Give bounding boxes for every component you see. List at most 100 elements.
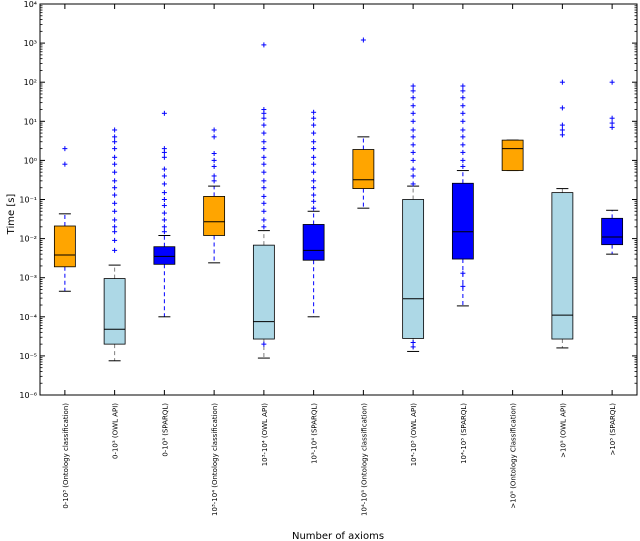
outlier-point [410, 118, 416, 124]
x-category-label: 10⁴-10⁵ (Ontology classification) [360, 403, 368, 516]
x-category-label: 0-10³ (Ontology classification) [62, 403, 70, 509]
x-category-label: >10⁵ (OWL API) [559, 403, 567, 458]
y-tick-label: 10⁻² [19, 235, 37, 244]
box-body [153, 246, 176, 265]
outlier-point [460, 118, 466, 124]
outlier-point [460, 88, 466, 94]
outlier-point [112, 208, 118, 214]
outlier-point [410, 110, 416, 116]
y-tick-label: 10⁻⁴ [19, 313, 37, 322]
outlier-point [460, 283, 466, 289]
outlier-point [460, 110, 466, 116]
outlier-point [161, 217, 167, 223]
outlier-point [410, 166, 416, 172]
outlier-point [261, 107, 267, 113]
outlier-point [112, 185, 118, 191]
outlier-point [460, 270, 466, 276]
box-body [252, 244, 275, 340]
outlier-point [261, 178, 267, 184]
box-body [103, 278, 126, 345]
outlier-point [161, 146, 167, 152]
box-12 [601, 79, 624, 255]
outlier-point [112, 154, 118, 160]
outlier-point [112, 127, 118, 133]
outlier-point [161, 181, 167, 187]
outlier-point [161, 166, 167, 172]
box-body [53, 225, 76, 268]
outlier-point [161, 210, 167, 216]
outlier-point [609, 115, 615, 121]
outlier-point [161, 190, 167, 196]
x-axis-title: Number of axioms [292, 531, 384, 541]
outlier-point [311, 115, 317, 121]
outlier-point [360, 37, 366, 43]
outlier-point [311, 139, 317, 145]
box-body [203, 196, 226, 236]
outlier-point [211, 151, 217, 157]
x-axis: 0-10³ (Ontology classification) 0-10³ (OW… [62, 4, 617, 516]
box-6 [302, 109, 325, 318]
outlier-point [112, 224, 118, 230]
x-category-label: 10⁴-10⁵ (SPARQL) [460, 403, 468, 464]
outlier-point [261, 161, 267, 167]
outlier-point [311, 122, 317, 128]
y-axis-title: Time [s] [6, 194, 17, 236]
outlier-point [112, 139, 118, 145]
outlier-point [460, 95, 466, 101]
outlier-point [460, 163, 466, 169]
outlier-point [261, 200, 267, 206]
outlier-point [161, 110, 167, 116]
outlier-point [410, 142, 416, 148]
outlier-point [410, 127, 416, 133]
box-2 [103, 127, 126, 362]
outlier-point [211, 163, 217, 169]
y-tick-label: 10⁻⁵ [19, 352, 37, 361]
outlier-point [161, 173, 167, 179]
y-tick-label: 10⁻⁶ [19, 391, 37, 400]
outlier-point [261, 208, 267, 214]
outlier-point [261, 42, 267, 48]
outlier-point [112, 178, 118, 184]
outlier-point [261, 146, 267, 152]
outlier-point [410, 95, 416, 101]
outlier-point [311, 161, 317, 167]
box-body [352, 149, 375, 190]
outlier-point [410, 340, 416, 346]
outlier-point [410, 344, 416, 350]
outlier-point [460, 83, 466, 89]
outlier-point [410, 88, 416, 94]
y-tick-label: 10⁻¹ [19, 196, 37, 205]
outlier-point [261, 122, 267, 128]
outlier-point [559, 127, 565, 133]
x-category-label: >10⁵ (SPARQL) [609, 403, 617, 456]
box-10 [501, 139, 524, 172]
outlier-point [609, 120, 615, 126]
outlier-point [410, 149, 416, 155]
outlier-point [261, 341, 267, 347]
outlier-point [161, 224, 167, 230]
outlier-point [161, 197, 167, 202]
outlier-point [410, 103, 416, 109]
outlier-point [559, 122, 565, 128]
outlier-point [311, 109, 317, 115]
outlier-point [211, 157, 217, 163]
y-tick-label: 10¹ [24, 117, 37, 126]
box-4 [203, 127, 226, 264]
outlier-point [261, 185, 267, 191]
outlier-point [261, 115, 267, 121]
outlier-point [311, 169, 317, 175]
box-body [402, 199, 425, 339]
y-tick-label: 10⁴ [24, 0, 37, 9]
y-tick-label: 10⁻³ [19, 274, 37, 283]
outlier-point [311, 178, 317, 184]
outlier-point [112, 134, 118, 140]
box-body [501, 139, 524, 171]
outlier-point [62, 161, 68, 167]
outlier-point [211, 173, 217, 179]
outlier-point [112, 247, 118, 253]
outlier-point [112, 237, 118, 243]
outlier-point [559, 79, 565, 85]
outlier-point [460, 134, 466, 140]
x-category-label: 10³-10⁴ (SPARQL) [311, 403, 319, 464]
